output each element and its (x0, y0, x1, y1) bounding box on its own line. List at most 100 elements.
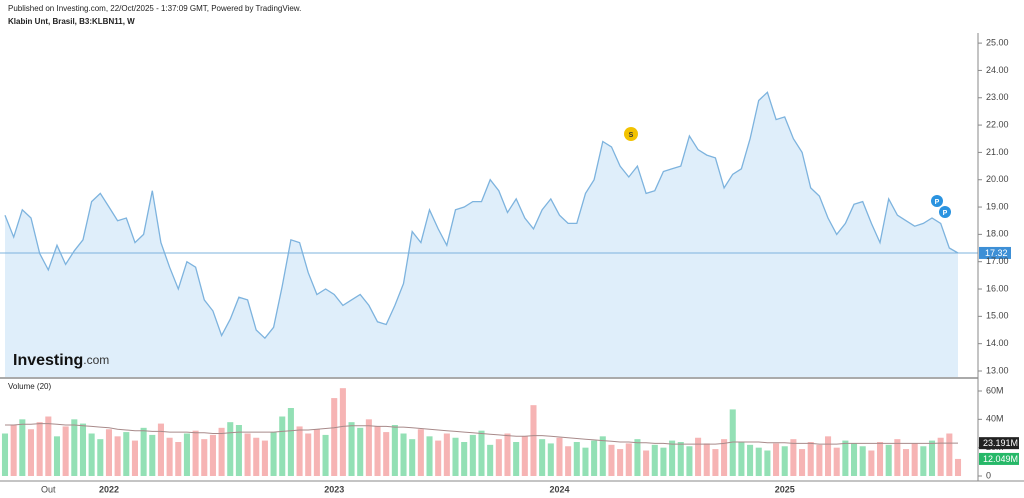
volume-bar (331, 398, 338, 476)
x-tick-label: 2022 (99, 484, 119, 494)
volume-bar (876, 442, 884, 476)
area-fill (5, 92, 958, 378)
volume-bar (591, 440, 598, 476)
event-marker (624, 127, 638, 141)
last-price-box (979, 246, 1011, 259)
volume-bar (149, 434, 156, 476)
volume-bar (790, 439, 797, 476)
volume-bar (443, 433, 450, 476)
volume-bar (27, 429, 35, 476)
volume-bar (45, 416, 52, 476)
volume-bar (209, 434, 216, 476)
volume-bar (816, 444, 823, 476)
watermark-brand: Investing.com (13, 352, 109, 369)
volume-bar (71, 419, 78, 476)
volume-bar (374, 426, 381, 476)
volume-bar (175, 442, 182, 476)
volume-bar (88, 433, 95, 476)
volume-bar (287, 408, 294, 476)
volume-bar (634, 439, 641, 476)
volume-bar (513, 442, 520, 476)
volume-bar (461, 442, 468, 476)
volume-title: Volume (20) (8, 382, 51, 391)
volume-bar (764, 450, 771, 476)
volume-bar (261, 440, 268, 476)
volume-bar (868, 450, 875, 476)
ma-value-box (979, 437, 1019, 450)
volume-value-label: 12.049M (983, 454, 1018, 464)
volume-bar (946, 433, 953, 476)
volume-bar (114, 436, 121, 476)
volume-bar (201, 439, 208, 476)
ma-value-label: 23.191M (983, 438, 1018, 448)
price-line (4, 91, 959, 340)
volume-bar (859, 446, 866, 476)
volume-bar (391, 425, 398, 476)
y-tick-label: 14.00 (986, 338, 1009, 348)
price-panel: 17.32 13.00 14.00 15.00 16.00 17.00 18.00 19.00… (0, 37, 1011, 378)
volume-bar (738, 442, 745, 476)
volume-bar (781, 446, 788, 476)
volume-bar (565, 446, 572, 476)
volume-bar (773, 443, 780, 476)
volume-bar (902, 449, 910, 476)
volume-bar (339, 388, 346, 476)
y-tick-label: 16.00 (986, 283, 1009, 293)
y-tick-label: 23.00 (986, 92, 1009, 102)
volume-bar (192, 430, 199, 476)
volume-bar (747, 444, 754, 476)
volume-bar (755, 447, 762, 476)
volume-bar (218, 427, 225, 476)
volume-bar (426, 436, 433, 476)
x-tick-label: 2023 (324, 484, 344, 494)
volume-bar (608, 444, 615, 476)
y-tick-label: 22.00 (986, 119, 1009, 129)
volume-bar (478, 430, 485, 476)
volume-bar (651, 444, 658, 476)
volume-bar (625, 443, 632, 476)
volume-bar (686, 446, 693, 476)
volume-bar (409, 439, 416, 476)
x-tick-label: Out (41, 484, 56, 494)
volume-bar (452, 437, 459, 476)
brand: Investing (13, 352, 83, 369)
volume-bar (712, 449, 719, 476)
volume-bar (383, 432, 390, 476)
moving-average-line (5, 423, 958, 445)
volume-panel: 020M40M60M12.049M23.191MOut2022202320242… (1, 385, 1019, 494)
volume-bar (504, 433, 511, 476)
y-tick-label: 60M (986, 385, 1004, 395)
symbol-title: Klabin Unt, Brasil, B3:KLBN11, W (8, 17, 135, 26)
volume-bar (313, 429, 320, 476)
y-tick-label: 15.00 (986, 311, 1009, 321)
volume-bar (365, 419, 372, 476)
volume-bar (928, 440, 936, 476)
published-note: Published on Investing.com, 22/Oct/2025 … (8, 4, 301, 13)
volume-bar (894, 439, 901, 476)
y-tick-label: 17.00 (986, 256, 1009, 266)
volume-bar (235, 425, 242, 476)
volume-bar (721, 439, 728, 476)
event-marker (931, 195, 943, 207)
y-tick-label: 20.00 (986, 174, 1009, 184)
last-price-label: 17.32 (985, 248, 1008, 258)
volume-bar (643, 450, 650, 476)
volume-bar (495, 439, 502, 476)
volume-bar (435, 440, 442, 476)
volume-bar (920, 446, 927, 476)
y-tick-label: 0 (986, 470, 991, 480)
volume-bar (660, 447, 667, 476)
y-tick-label: 19.00 (986, 201, 1009, 211)
volume-bar (417, 429, 424, 476)
volume-value-box (979, 452, 1019, 465)
volume-bar (833, 447, 840, 476)
volume-bar (487, 444, 494, 476)
volume-bar (851, 443, 858, 476)
y-tick-label: 40M (986, 414, 1004, 424)
volume-bar (937, 437, 944, 476)
volume-bar (911, 443, 918, 476)
y-tick-label: 18.00 (986, 229, 1009, 239)
y-tick-label: 25.00 (986, 37, 1009, 47)
volume-bar (157, 423, 164, 476)
volume-bar (825, 436, 832, 476)
